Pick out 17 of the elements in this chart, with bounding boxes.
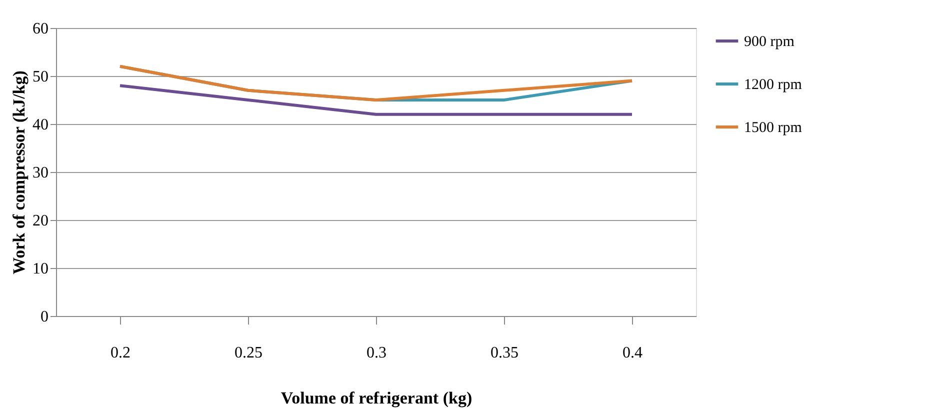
y-tick-label: 60: [32, 20, 48, 38]
x-tick-label: 0.3: [366, 344, 386, 362]
y-tick-label: 30: [32, 164, 48, 182]
x-axis-title: Volume of refrigerant (kg): [280, 388, 472, 408]
x-tick-label: 0.25: [234, 344, 262, 362]
y-tick-label: 40: [32, 116, 48, 134]
x-tick-label: 0.35: [490, 344, 518, 362]
legend-label: 1200 rpm: [744, 77, 802, 93]
x-tick-label: 0.2: [110, 344, 130, 362]
legend-label: 1500 rpm: [744, 120, 802, 136]
y-axis-title: Work of compressor (kJ/kg): [10, 70, 28, 274]
y-tick-label: 10: [32, 260, 48, 278]
legend-label: 900 rpm: [744, 34, 795, 50]
y-tick-label: 50: [32, 68, 48, 86]
y-tick-label: 20: [32, 212, 48, 230]
y-tick-label: 0: [40, 308, 48, 326]
x-tick-label: 0.4: [622, 344, 642, 362]
